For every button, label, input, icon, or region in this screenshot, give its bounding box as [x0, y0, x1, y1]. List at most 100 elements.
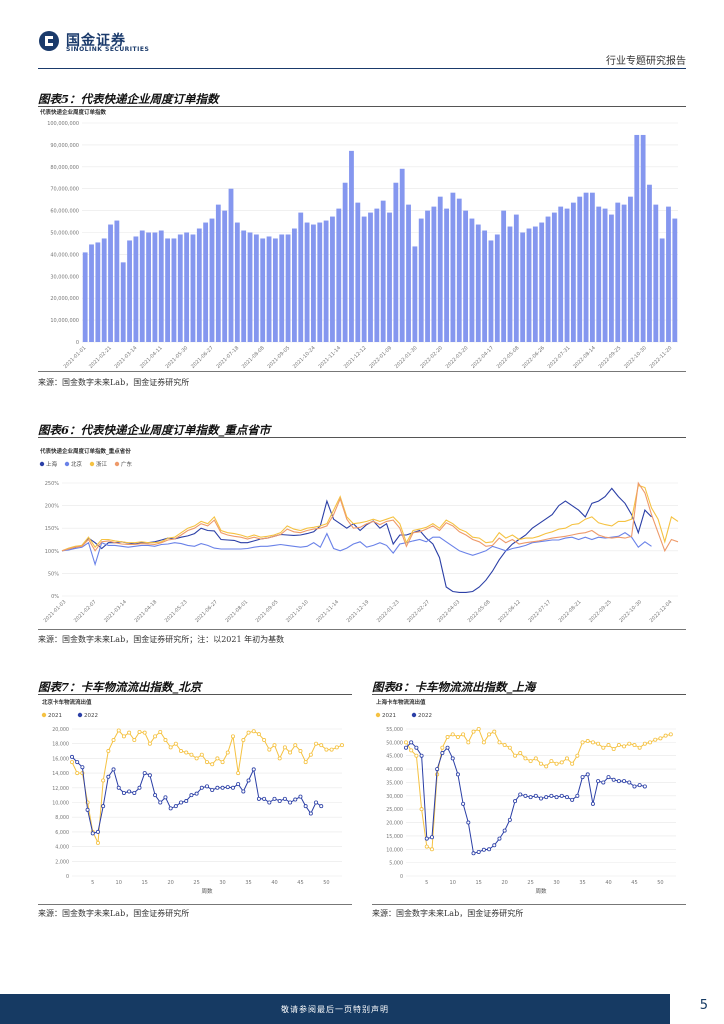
data-point	[298, 749, 303, 754]
data-point	[440, 745, 445, 750]
bar	[228, 188, 234, 342]
bar	[247, 232, 253, 342]
bar	[526, 228, 532, 342]
series-line-北京	[61, 532, 652, 567]
x-axis-label: 周数	[535, 887, 547, 895]
y-tick-label: 200%	[45, 504, 60, 510]
footer-disclaimer: 敬请参阅最后一页特别声明	[281, 1005, 389, 1014]
data-point	[648, 740, 653, 745]
figure-6-title: 图表6：代表快递企业周度订单指数_重点省市	[38, 423, 271, 437]
data-point	[189, 752, 194, 757]
y-tick-label: 35,000	[386, 780, 403, 786]
legend-label: 2021	[48, 713, 62, 719]
data-point	[450, 732, 455, 737]
header-divider	[38, 68, 686, 69]
figure-8-rule	[372, 694, 686, 695]
x-tick-label: 30	[553, 880, 559, 886]
x-tick-label: 5	[425, 880, 428, 886]
legend-label: 北京	[71, 460, 83, 468]
legend-marker	[39, 461, 45, 467]
bar	[304, 222, 310, 342]
page-number: 5	[699, 998, 708, 1013]
data-point	[215, 785, 220, 790]
figure-5-source: 来源：国金数字未来Lab，国金证券研究所	[38, 378, 190, 387]
data-point	[513, 799, 518, 804]
y-tick-label: 10,000	[386, 847, 403, 853]
data-point	[559, 793, 564, 798]
data-point	[497, 836, 502, 841]
data-point	[528, 759, 533, 764]
data-point	[251, 767, 256, 772]
bar	[139, 230, 145, 342]
data-point	[502, 828, 507, 833]
x-tick-label: 2021-12-12	[343, 345, 368, 369]
x-tick-label: 45	[631, 880, 637, 886]
data-point	[111, 767, 116, 772]
data-point	[445, 745, 450, 750]
data-point	[173, 741, 178, 746]
data-point	[241, 738, 246, 743]
data-point	[404, 745, 409, 750]
bar	[177, 234, 183, 342]
bar	[513, 214, 519, 342]
bar	[184, 232, 190, 342]
bar	[634, 134, 640, 342]
data-point	[262, 796, 267, 801]
y-tick-label: 20,000,000	[50, 296, 79, 302]
bar	[114, 220, 120, 342]
data-point	[147, 773, 152, 778]
x-tick-label: 2021-10-24	[292, 345, 317, 369]
y-tick-label: 90,000,000	[50, 143, 79, 149]
data-point	[414, 745, 419, 750]
data-point	[409, 748, 414, 753]
data-point	[538, 761, 543, 766]
bar	[209, 218, 215, 342]
data-point	[564, 795, 569, 800]
bar	[336, 208, 342, 342]
x-tick-label: 2021-05-23	[164, 599, 189, 624]
bar	[482, 230, 488, 342]
data-point	[147, 741, 152, 746]
figure-8-source: 来源：国金数字未来Lab，国金证券研究所	[372, 909, 524, 918]
y-tick-label: 0%	[51, 594, 59, 600]
data-point	[184, 750, 189, 755]
y-tick-label: 0	[66, 874, 69, 880]
data-point	[492, 843, 497, 848]
data-point	[225, 750, 230, 755]
bar	[406, 204, 411, 342]
x-tick-label: 2022-05-08	[496, 345, 521, 369]
data-point	[75, 760, 80, 765]
data-point	[293, 797, 298, 802]
bar	[672, 218, 678, 342]
bar	[323, 220, 329, 342]
data-point	[570, 761, 575, 766]
bar	[133, 236, 139, 342]
bar	[456, 198, 462, 342]
bar	[291, 228, 297, 342]
data-point	[637, 783, 642, 788]
bar	[101, 238, 107, 342]
data-point	[90, 831, 95, 836]
sinolink-logo-icon	[39, 31, 59, 51]
figure-7-title: 图表7：卡车物流流出指数_北京	[38, 680, 202, 694]
data-point	[627, 741, 632, 746]
x-tick-label: 2021-09-05	[255, 599, 280, 624]
data-point	[429, 847, 434, 852]
x-tick-label: 2022-12-04	[649, 599, 674, 624]
data-point	[267, 747, 272, 752]
y-tick-label: 50,000,000	[50, 231, 79, 237]
bar	[577, 196, 583, 342]
y-tick-label: 55,000	[386, 727, 403, 733]
data-point	[319, 804, 324, 809]
data-point	[256, 732, 261, 737]
bar	[89, 244, 94, 342]
x-tick-label: 2021-01-03	[43, 599, 68, 624]
data-point	[168, 745, 173, 750]
figure-7-source-rule	[38, 904, 352, 905]
bar	[507, 226, 513, 342]
y-tick-label: 10,000	[52, 801, 69, 807]
data-point	[601, 745, 606, 750]
x-tick-label: 40	[605, 880, 611, 886]
x-tick-label: 10	[116, 880, 122, 886]
